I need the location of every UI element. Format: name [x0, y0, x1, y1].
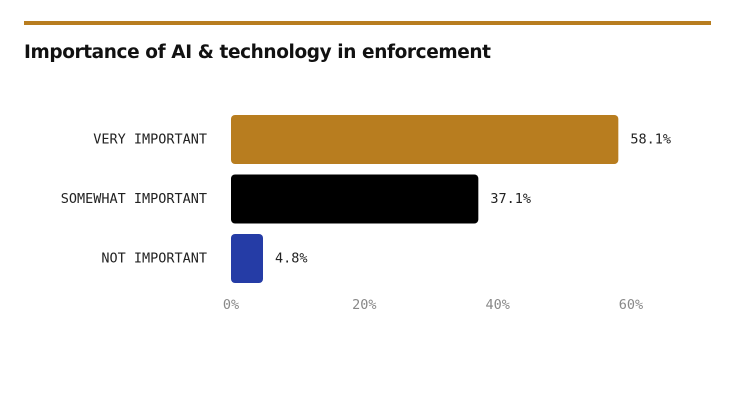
category-label-very-important: VERY IMPORTANT: [93, 132, 207, 148]
bar-somewhat-important: [231, 174, 479, 224]
category-label-not-important: NOT IMPORTANT: [101, 251, 207, 267]
x-tick-label: 60%: [619, 297, 643, 313]
category-label-somewhat-important: SOMEWHAT IMPORTANT: [61, 191, 207, 207]
value-label-somewhat-important: 37.1%: [490, 191, 531, 207]
x-tick-label: 40%: [485, 297, 509, 313]
chart-title: Importance of AI & technology in enforce…: [24, 42, 491, 63]
bar-very-important: [231, 115, 619, 164]
value-label-very-important: 58.1%: [630, 132, 671, 148]
top-accent-rule: [24, 21, 711, 25]
x-tick-label: 0%: [223, 297, 239, 313]
bar-not-important: [231, 234, 263, 283]
value-label-not-important: 4.8%: [275, 251, 308, 267]
x-tick-label: 20%: [352, 297, 376, 313]
